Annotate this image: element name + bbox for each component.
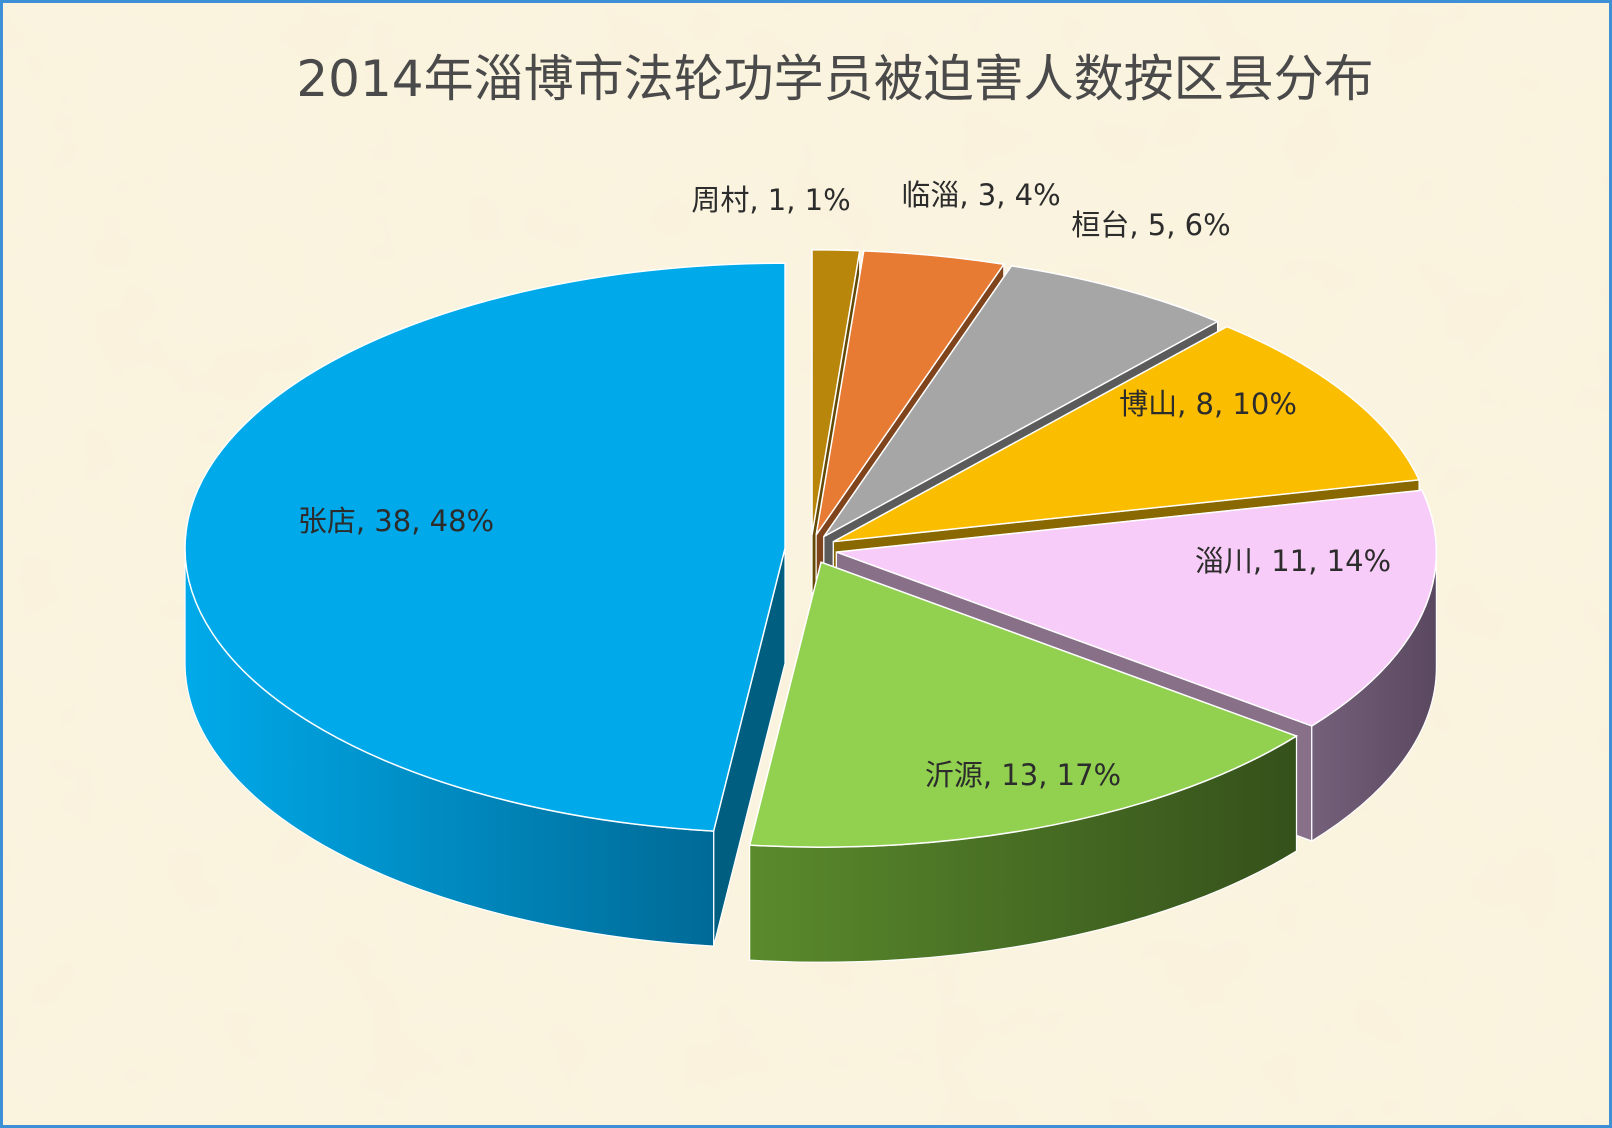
data-label-沂源: 沂源, 13, 17%	[925, 758, 1121, 792]
slice-临淄	[815, 250, 1006, 536]
pie-slices	[184, 248, 1438, 848]
data-label-临淄: 临淄, 3, 4%	[901, 178, 1060, 212]
data-label-淄川: 淄川, 11, 14%	[1195, 544, 1391, 578]
slice-沂源	[748, 561, 1299, 848]
data-label-桓台: 桓台, 5, 6%	[1071, 208, 1230, 242]
slice-博山	[832, 325, 1421, 543]
chart-title: 2014年淄博市法轮功学员被迫害人数按区县分布	[296, 50, 1373, 108]
data-label-张店: 张店, 38, 48%	[298, 504, 494, 538]
pie-labels: 周村, 1, 1% 临淄, 3, 4% 桓台, 5, 6% 博山, 8, 10% 淄川,…	[298, 178, 1391, 792]
slice-淄川	[836, 489, 1438, 727]
data-label-博山: 博山, 8, 10%	[1119, 387, 1297, 421]
data-label-周村: 周村, 1, 1%	[691, 183, 850, 217]
slice-周村	[811, 248, 861, 535]
pie-chart: 2014年淄博市法轮功学员被迫害人数按区县分布 周村, 1, 1% 临淄, 3, …	[184, 50, 1438, 963]
slice-张店	[184, 262, 786, 832]
slice-桓台	[823, 265, 1220, 538]
